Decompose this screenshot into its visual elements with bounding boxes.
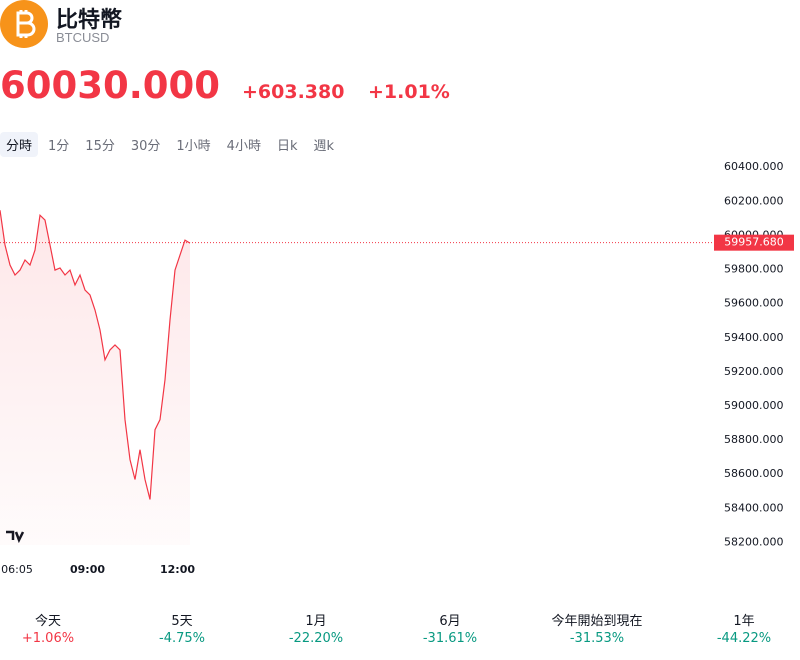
period-name: 5天 (171, 614, 193, 629)
period: 1月 -22.20% (246, 610, 386, 646)
y-tick-label: 58200.000 (724, 535, 784, 548)
period: 6月 -31.61% (380, 610, 520, 646)
x-tick-label: 09:00 (70, 563, 105, 576)
period-value: +1.06% (21, 631, 75, 646)
chart: 58200.000 58400.000 58600.000 58800.000 5900… (0, 160, 794, 576)
period-name: 今年開始到現在 (551, 614, 643, 629)
y-tick-label: 58600.000 (724, 467, 784, 480)
y-tick-label: 59000.000 (724, 399, 784, 412)
period-name: 6月 (439, 614, 461, 629)
period-value: -4.75% (159, 631, 205, 646)
tab[interactable]: 分時 (0, 132, 39, 157)
last-price-box (714, 234, 794, 251)
change-pct: +1.01% (368, 81, 450, 103)
tab[interactable]: 1分 (48, 139, 70, 154)
x-tick-label: 12:00 (160, 563, 195, 576)
tab[interactable]: 4小時 (226, 139, 261, 154)
tab[interactable]: 15分 (85, 139, 115, 154)
y-tick-label: 58800.000 (724, 433, 784, 446)
period: 5天 -4.75% (112, 610, 252, 646)
period-value: -22.20% (288, 631, 344, 646)
coin-name: 比特幣 (56, 8, 123, 33)
period-value: -31.61% (422, 631, 478, 646)
period: 今天 +1.06% (0, 610, 118, 646)
y-tick-label: 58400.000 (724, 501, 784, 514)
tab[interactable]: 週k (313, 139, 335, 154)
tab[interactable]: 1小時 (176, 139, 211, 154)
period-name: 今天 (34, 614, 61, 629)
period-name: 1月 (305, 614, 327, 629)
btc-logo (0, 0, 48, 48)
y-tick-label: 59800.000 (724, 263, 784, 276)
periods: 今天 +1.06% 5天 -4.75% 1月 -22.20% 6月 -31.61% 今年開始到現… (0, 610, 800, 660)
x-tick-label: 06:05 (1, 563, 33, 576)
tabs: 分時 1分 15分 30分 1小時 4小時 日k 週k (0, 132, 340, 157)
area (0, 210, 190, 545)
price-line (0, 210, 191, 500)
last-price-label: 59957.680 (724, 236, 784, 249)
period: 今年開始到現在 -31.53% (527, 610, 667, 646)
y-tick-label: 60200.000 (724, 194, 784, 207)
tab[interactable]: 30分 (130, 139, 161, 154)
period-value: -31.53% (569, 631, 625, 646)
period-name: 1年 (733, 614, 755, 629)
price: 60030.000 (0, 64, 221, 107)
y-tick-label: 59600.000 (724, 297, 784, 310)
change: +603.380 (242, 81, 345, 103)
y-tick-label: 59400.000 (724, 331, 784, 344)
symbol: BTCUSD (56, 30, 110, 45)
period: 1年 -44.22% (674, 610, 800, 646)
period-value: -44.22% (716, 631, 772, 646)
y-tick-label: 60400.000 (724, 160, 784, 173)
y-tick-label: 59200.000 (724, 365, 784, 378)
tab[interactable]: 日k (276, 139, 298, 154)
